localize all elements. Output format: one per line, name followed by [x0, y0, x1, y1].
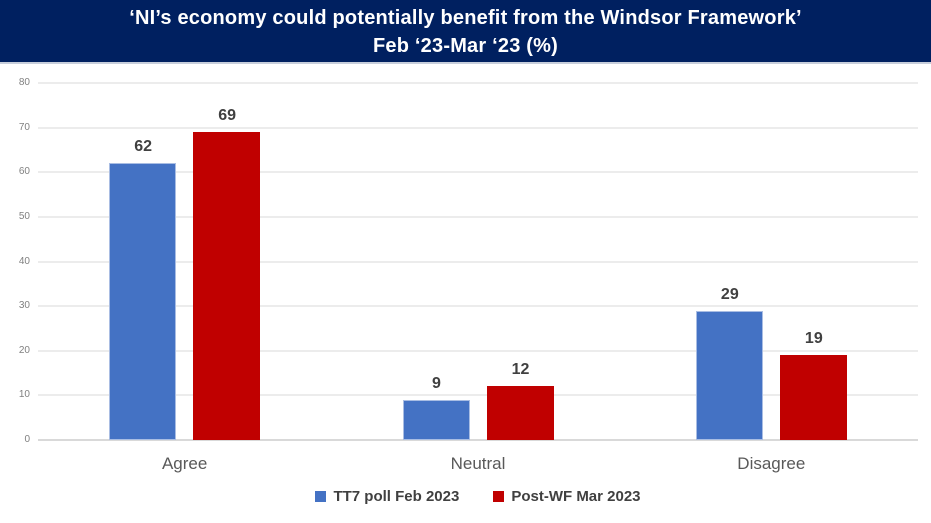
legend-label: TT7 poll Feb 2023 [333, 488, 460, 505]
legend-item: Post-WF Mar 2023 [493, 488, 641, 505]
bar-value-label: 69 [218, 107, 237, 125]
legend-swatch-icon [315, 491, 327, 502]
bar-tt7-poll-feb-2023-neutral [402, 399, 470, 440]
gridline [38, 260, 918, 263]
y-axis-tick-label: 40 [18, 255, 30, 267]
legend-label: Post-WF Mar 2023 [511, 488, 641, 505]
y-axis-tick-label: 0 [24, 434, 30, 445]
y-axis-tick-label: 50 [18, 210, 30, 222]
gridline [38, 171, 918, 174]
bar-post-wf-mar-2023-neutral [486, 386, 554, 440]
bar-tt7-poll-feb-2023-disagree [695, 310, 763, 440]
bar-chart: 0 10 20 30 40 50 60 70 80 62 69 Agree 9 12 Neutral 29 19… [0, 66, 931, 523]
y-axis-tick-label: 60 [18, 166, 30, 178]
bar-post-wf-mar-2023-disagree [779, 355, 847, 440]
gridline [38, 349, 918, 352]
bar-value-label: 62 [134, 138, 153, 156]
x-axis-category-label: Neutral [450, 454, 506, 473]
chart-title-banner: ‘NI’s economy could potentially benefit … [0, 0, 931, 64]
gridline [38, 126, 918, 129]
y-axis-tick-label: 70 [18, 121, 30, 133]
legend-item: TT7 poll Feb 2023 [315, 488, 459, 505]
chart-title-line1: ‘NI’s economy could potentially benefit … [129, 7, 802, 29]
gridline [38, 215, 918, 218]
bar-tt7-poll-feb-2023-agree [109, 163, 177, 440]
gridline [38, 82, 918, 84]
bar-value-label: 12 [511, 361, 530, 379]
y-axis-tick-label: 10 [18, 389, 30, 401]
gridline [38, 394, 918, 397]
x-axis-line [38, 439, 918, 441]
gridline [38, 305, 918, 308]
x-axis-category-label: Disagree [737, 454, 806, 473]
chart-legend: TT7 poll Feb 2023 Post-WF Mar 2023 [38, 488, 918, 505]
chart-title-line2: Feb ‘23-Mar ‘23 (%) [373, 35, 558, 57]
bar-value-label: 9 [432, 374, 441, 392]
y-axis-tick-label: 80 [18, 77, 30, 88]
bar-value-label: 19 [804, 330, 823, 348]
legend-swatch-icon [493, 491, 505, 502]
y-axis-tick-label: 20 [18, 344, 30, 356]
x-axis-category-label: Agree [161, 454, 208, 473]
y-axis-tick-label: 30 [18, 300, 30, 312]
bar-value-label: 29 [720, 285, 739, 303]
bar-post-wf-mar-2023-agree [193, 132, 261, 440]
